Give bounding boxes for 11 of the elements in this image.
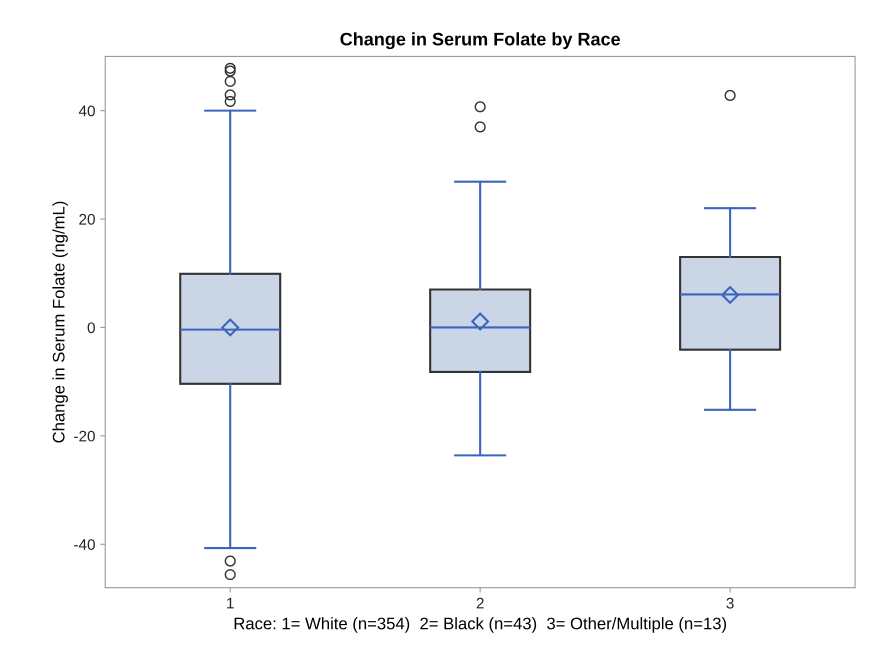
x-tick-label: 3 xyxy=(726,598,734,609)
x-tick-label: 1 xyxy=(227,598,234,608)
y-tick-label: 40 xyxy=(78,106,95,116)
x-axis-title: Race: 1= White (n=354) 2= Black (n=43) 3= Other/Multiple (n=13) xyxy=(234,617,726,633)
y-tick-label: -20 xyxy=(74,430,95,442)
y-tick-label: 20 xyxy=(79,214,95,225)
x-tick-label: 2 xyxy=(476,598,484,608)
y-axis-title: Change in Serum Folate (ng/mL) xyxy=(52,202,68,443)
y-tick-label: 0 xyxy=(88,322,95,334)
y-tick-label: -40 xyxy=(74,539,95,550)
chart-title: Change in Serum Folate by Race xyxy=(340,32,620,50)
